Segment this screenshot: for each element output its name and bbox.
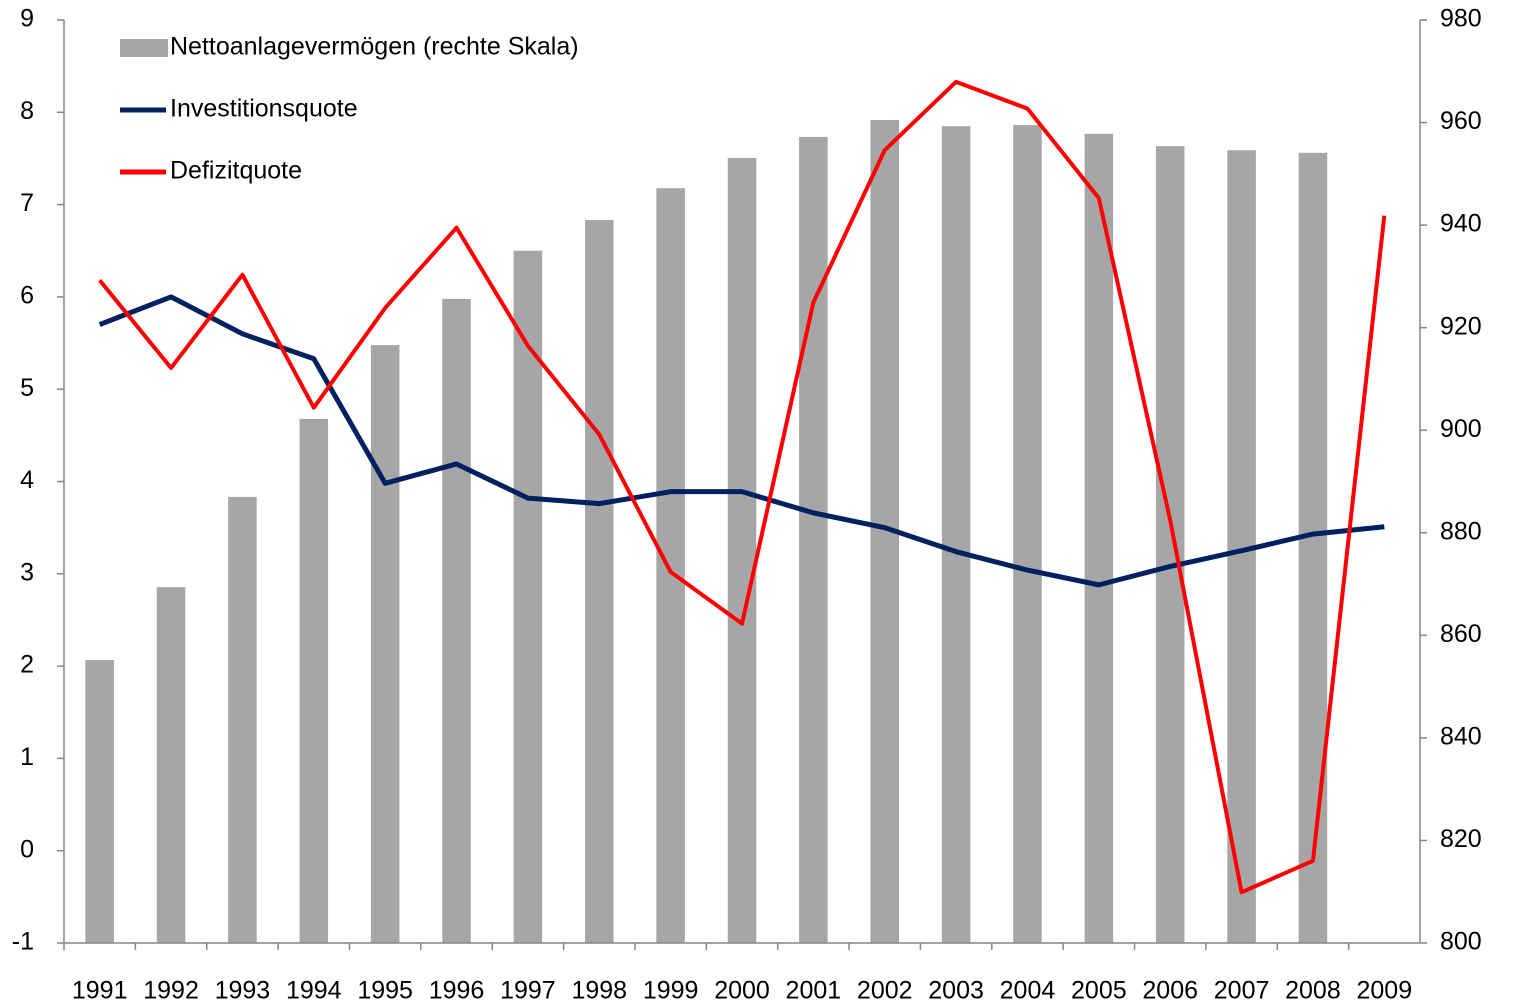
bar [513, 250, 543, 943]
x-tick-label: 1995 [357, 977, 413, 1005]
x-tick-label: 2003 [928, 977, 984, 1005]
bar [656, 188, 685, 944]
x-tick-label: 1992 [143, 977, 199, 1005]
x-tick-label: 1999 [643, 977, 699, 1005]
x-tick-label: 2004 [1000, 977, 1056, 1005]
legend-swatch [120, 39, 168, 57]
line-series [98, 294, 1385, 588]
bar [1298, 152, 1328, 943]
y2-tick-label: 820 [1440, 825, 1482, 853]
x-tick-label: 2000 [714, 977, 770, 1005]
x-tick-label: 1998 [571, 977, 627, 1005]
x-tick-label: 1994 [286, 977, 342, 1005]
line-series [98, 79, 1387, 895]
y2-tick-label: 920 [1440, 312, 1482, 340]
y-tick-label: 4 [20, 466, 34, 494]
y-tick-label: 2 [20, 651, 34, 679]
y-tick-label: 0 [20, 835, 34, 863]
x-tick-label: 2005 [1071, 977, 1127, 1005]
x-tick-label: 2002 [857, 977, 913, 1005]
x-tick-label: 2006 [1142, 977, 1198, 1005]
bar [941, 126, 971, 943]
bar [727, 157, 757, 943]
bar [799, 136, 828, 943]
bar [1155, 146, 1185, 944]
y-tick-label: 1 [20, 743, 34, 771]
x-tick-label: 1996 [429, 977, 485, 1005]
y2-tick-label: 940 [1440, 210, 1482, 238]
legend-label: Defizitquote [170, 157, 302, 185]
bar [1084, 133, 1114, 943]
x-tick-label: 1991 [72, 977, 128, 1005]
x-tick-label: 2007 [1214, 977, 1270, 1005]
x-tick-label: 1997 [500, 977, 556, 1005]
y2-tick-label: 840 [1440, 722, 1482, 750]
y-tick-label: 6 [20, 282, 34, 310]
bar [156, 587, 186, 943]
bar [228, 496, 257, 943]
legend-label: Investitionsquote [170, 95, 358, 123]
x-tick-label: 2009 [1357, 977, 1413, 1005]
bar [85, 659, 114, 943]
x-tick-label: 1993 [215, 977, 271, 1005]
y2-tick-label: 860 [1440, 620, 1482, 648]
y2-tick-label: 900 [1440, 415, 1482, 443]
y-tick-label: 7 [20, 189, 34, 217]
y-tick-label: 9 [20, 5, 34, 33]
y-tick-label: 8 [20, 97, 34, 125]
y2-tick-label: 960 [1440, 107, 1482, 135]
bar [584, 219, 614, 943]
y-tick-label: 3 [20, 558, 34, 586]
bar [1013, 125, 1042, 943]
x-tick-label: 2001 [786, 977, 842, 1005]
y2-tick-label: 880 [1440, 517, 1482, 545]
y-tick-label: -1 [12, 928, 34, 956]
y2-tick-label: 800 [1440, 928, 1482, 956]
y2-tick-label: 980 [1440, 5, 1482, 33]
x-tick-label: 2008 [1285, 977, 1341, 1005]
y-tick-label: 5 [20, 374, 34, 402]
bar [442, 298, 471, 943]
bar [299, 418, 329, 943]
legend-label: Nettoanlagevermögen (rechte Skala) [170, 33, 579, 61]
bar [370, 345, 400, 944]
